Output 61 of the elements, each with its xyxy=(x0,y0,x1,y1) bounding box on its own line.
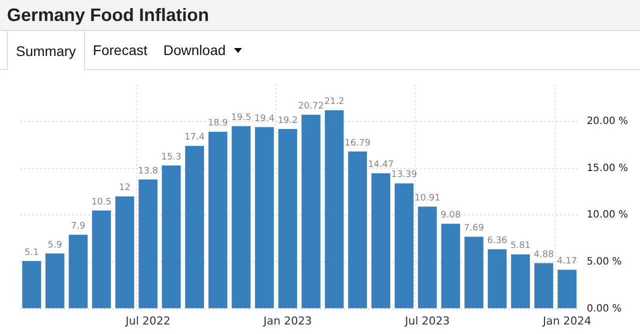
bar xyxy=(302,114,320,308)
data-label: 19.2 xyxy=(278,116,298,126)
bar xyxy=(394,183,414,308)
data-label: 5.9 xyxy=(48,240,62,250)
bar xyxy=(185,146,204,308)
text: Forecast xyxy=(92,42,148,58)
data-label: 13.39 xyxy=(391,170,418,180)
y-tick-label: 10.00 % xyxy=(586,210,628,221)
text: Download xyxy=(163,42,226,58)
bar xyxy=(45,254,64,308)
bar xyxy=(488,249,507,308)
data-label: 12 xyxy=(119,183,130,194)
x-tick-label: Jan 2024 xyxy=(542,314,592,328)
bar xyxy=(278,128,298,308)
data-label: 20.72 xyxy=(298,102,324,112)
data-label: 7.9 xyxy=(71,222,86,232)
data-label: 13.8 xyxy=(138,166,158,176)
y-tick-label: 5.00 % xyxy=(586,256,622,268)
bar xyxy=(534,263,554,308)
data-label: 4.17 xyxy=(557,256,578,267)
data-label: 21.2 xyxy=(324,97,344,108)
data-label: 18.9 xyxy=(208,118,228,129)
bar xyxy=(441,224,460,308)
chart-title: Germany Food Inflation xyxy=(0,0,640,31)
data-label: 10.91 xyxy=(414,193,440,204)
bar xyxy=(68,234,88,308)
x-tick-label: Jul 2022 xyxy=(124,314,170,328)
y-tick-label: 20.00 % xyxy=(586,116,628,128)
bar xyxy=(115,196,134,308)
data-label: 5.81 xyxy=(510,241,531,252)
y-tick-label: 0.00 % xyxy=(586,303,622,314)
bar xyxy=(162,165,181,308)
bar xyxy=(324,110,344,308)
data-label: 4.88 xyxy=(534,250,554,260)
data-label: 16.79 xyxy=(344,138,371,148)
x-tick-label: Jul 2023 xyxy=(404,314,450,328)
x-tick-label: Jan 2023 xyxy=(262,314,312,328)
data-label: 7.69 xyxy=(464,224,484,234)
data-label: 14.47 xyxy=(368,160,394,170)
y-tick-label: 15.00 % xyxy=(586,162,628,174)
data-label: 19.5 xyxy=(231,112,252,123)
data-label: 19.4 xyxy=(254,114,275,124)
bar xyxy=(418,206,437,308)
bar xyxy=(464,236,484,308)
text: Summary xyxy=(16,42,76,58)
data-label: 6.36 xyxy=(487,236,508,246)
data-label: 9.08 xyxy=(440,210,461,221)
bar xyxy=(511,254,530,308)
data-label: 10.5 xyxy=(91,197,112,208)
bar xyxy=(371,173,390,308)
bar xyxy=(208,132,228,308)
bar xyxy=(92,210,111,308)
bar xyxy=(348,152,367,308)
data-label: 15.3 xyxy=(161,152,182,162)
data-label: 5.1 xyxy=(24,248,39,258)
bar xyxy=(232,126,251,308)
bar xyxy=(255,127,274,308)
bar xyxy=(22,261,42,308)
data-label: 17.4 xyxy=(184,132,205,143)
bar xyxy=(138,180,158,308)
bar xyxy=(558,270,576,308)
